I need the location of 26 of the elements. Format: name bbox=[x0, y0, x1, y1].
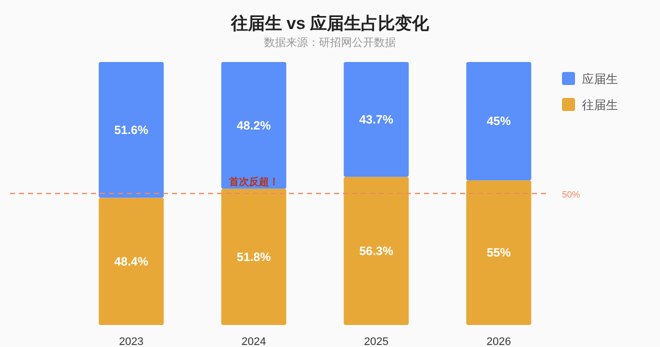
data-label: 45% bbox=[486, 114, 512, 128]
bar bbox=[98, 198, 164, 325]
legend-label: 往届生 bbox=[582, 98, 618, 112]
data-label: 43.7% bbox=[359, 112, 394, 126]
data-label: 51.8% bbox=[236, 250, 272, 264]
bar bbox=[344, 62, 409, 177]
bar bbox=[98, 62, 164, 198]
x-tick-label: 2025 bbox=[364, 336, 388, 347]
ref-line-label: 50% bbox=[562, 190, 580, 200]
data-label: 51.6% bbox=[114, 122, 149, 137]
x-tick-label: 2024 bbox=[242, 336, 266, 347]
chart-title: 往届生 vs 应届生占比变化 bbox=[230, 14, 430, 33]
bar bbox=[466, 62, 532, 180]
bar bbox=[221, 188, 286, 325]
annotation: 首次反超！ bbox=[228, 176, 279, 188]
data-label: 55% bbox=[486, 246, 512, 260]
data-label: 48.2% bbox=[236, 118, 272, 132]
data-label: 56.3% bbox=[359, 244, 394, 258]
bar bbox=[466, 180, 532, 325]
chart-subtitle: 数据来源：研招网公开数据 bbox=[264, 36, 396, 49]
x-tick-label: 2026 bbox=[486, 336, 511, 347]
bar bbox=[344, 176, 409, 325]
legend-label: 应届生 bbox=[582, 72, 618, 86]
data-label: 48.4% bbox=[114, 254, 149, 268]
bar bbox=[221, 62, 286, 189]
x-tick-label: 2023 bbox=[119, 336, 144, 347]
